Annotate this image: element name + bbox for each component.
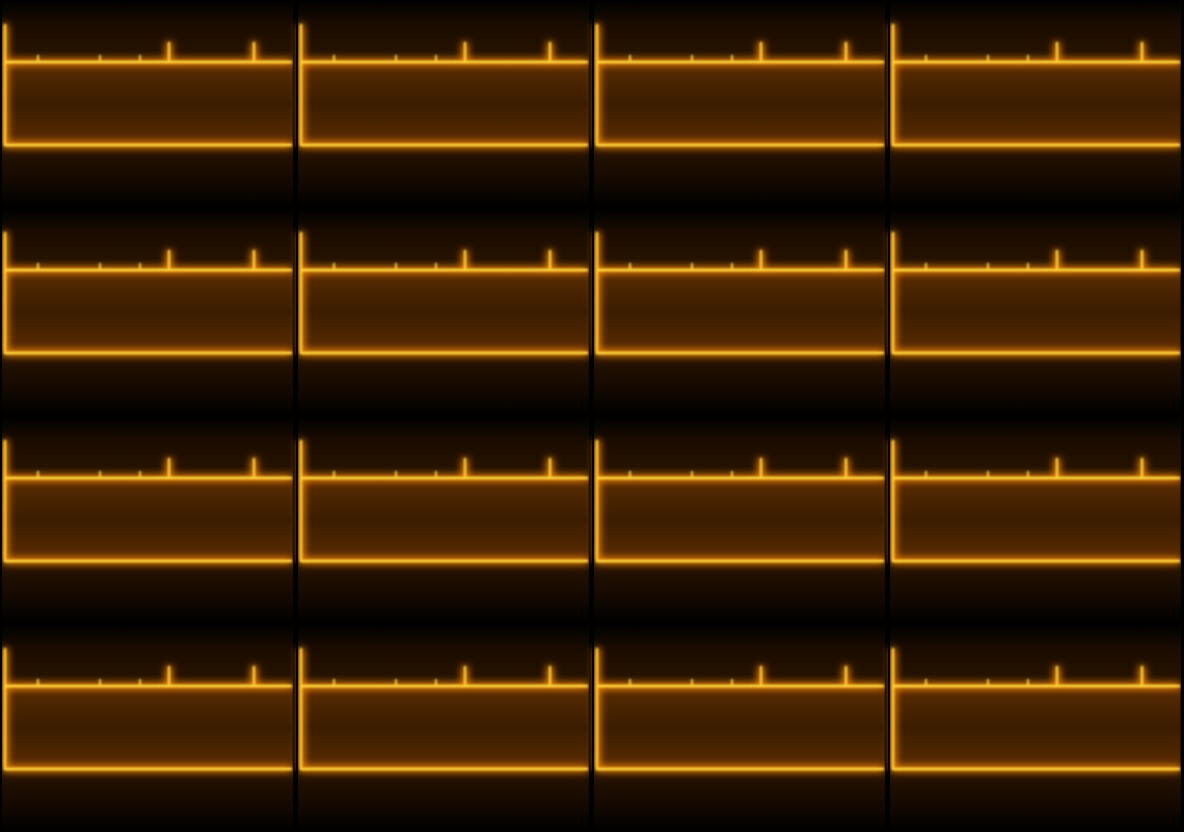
tile (888, 0, 1184, 208)
tile (592, 624, 888, 832)
tile (296, 416, 592, 624)
tile (888, 416, 1184, 624)
tile (296, 624, 592, 832)
tile (296, 208, 592, 416)
tile (0, 208, 296, 416)
tile (592, 416, 888, 624)
tile (888, 624, 1184, 832)
tile (888, 208, 1184, 416)
tile (296, 0, 592, 208)
tile (592, 208, 888, 416)
tile (0, 624, 296, 832)
tile (0, 416, 296, 624)
tile (592, 0, 888, 208)
tile (0, 0, 296, 208)
